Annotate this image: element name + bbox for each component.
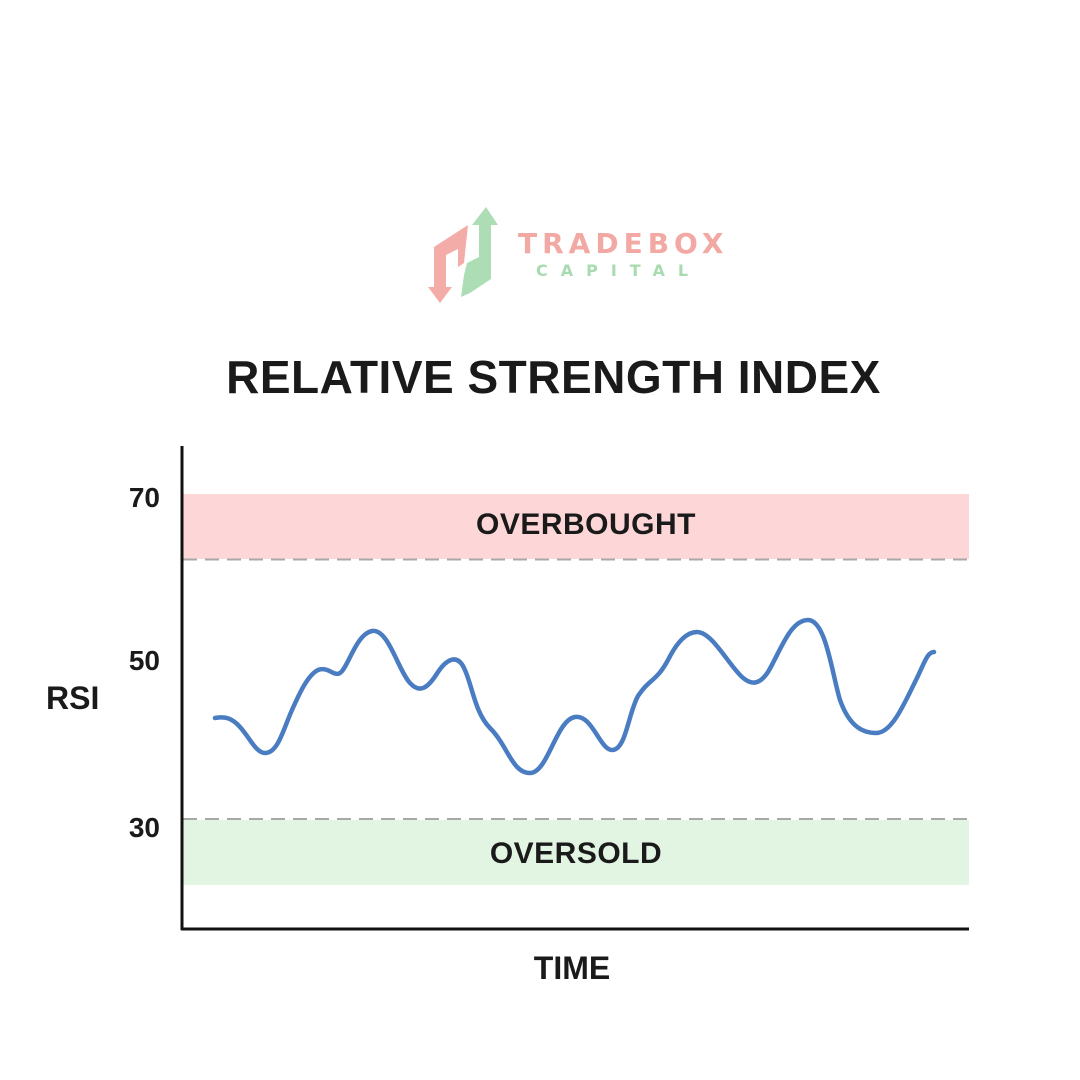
y-axis-label: RSI (46, 680, 100, 716)
y-tick-30: 30 (128, 812, 160, 843)
rsi-line (212, 617, 937, 776)
x-axis-label: TIME (533, 950, 611, 986)
brand-subtitle: CAPITAL (536, 261, 702, 280)
oversold-zone (183, 820, 969, 885)
up-down-arrows-logo-icon (428, 207, 498, 303)
brand-name: TRADEBOX (518, 227, 729, 260)
y-tick-50: 50 (128, 645, 160, 676)
overbought-zone (183, 494, 969, 559)
y-tick-70: 70 (128, 482, 160, 513)
chart-title: RELATIVE STRENGTH INDEX (226, 351, 881, 403)
brand-logo: TRADEBOX CAPITAL (428, 205, 723, 305)
overbought-label: OVERBOUGHT (475, 508, 696, 541)
oversold-label: OVERSOLD (489, 837, 663, 870)
